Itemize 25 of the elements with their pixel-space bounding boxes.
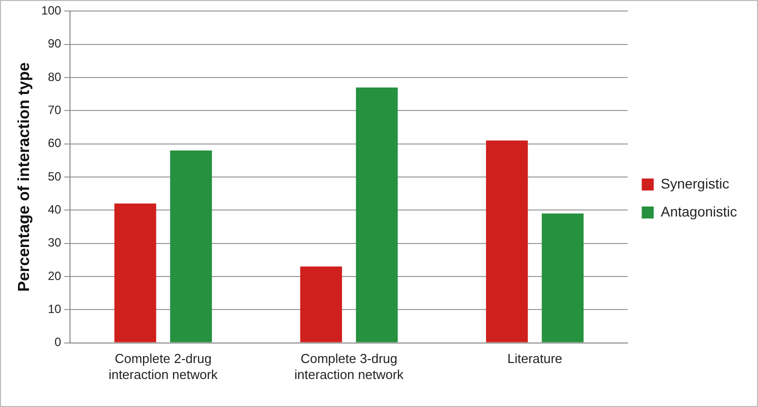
bar <box>114 204 156 342</box>
category-label: Complete 2-drug <box>114 351 212 366</box>
y-tick-label: 80 <box>48 70 62 84</box>
y-tick-label: 0 <box>54 335 62 350</box>
y-tick-label: 60 <box>48 136 62 150</box>
bar <box>356 87 398 342</box>
bar <box>486 140 528 342</box>
y-tick-label: 40 <box>48 202 62 216</box>
category-label: interaction network <box>108 366 218 382</box>
y-tick-label: 100 <box>41 4 62 18</box>
y-tick-label: 20 <box>48 268 62 283</box>
y-tick-label: 50 <box>48 169 62 184</box>
category-label: interaction network <box>294 366 404 382</box>
y-axis-title: Percentage of interaction type <box>16 62 34 292</box>
y-tick-label: 70 <box>48 102 62 117</box>
x-tick-label: Literature <box>507 351 562 366</box>
legend-label: Synergistic <box>660 175 730 192</box>
y-tick-label: 90 <box>48 36 62 51</box>
legend-label: Antagonistic <box>660 203 738 220</box>
y-tick-label: 10 <box>48 302 62 316</box>
bar <box>300 266 342 342</box>
bar <box>170 150 212 342</box>
category-label: Complete 3-drug <box>300 351 398 366</box>
y-tick-label: 30 <box>48 236 62 250</box>
bar <box>542 213 584 342</box>
